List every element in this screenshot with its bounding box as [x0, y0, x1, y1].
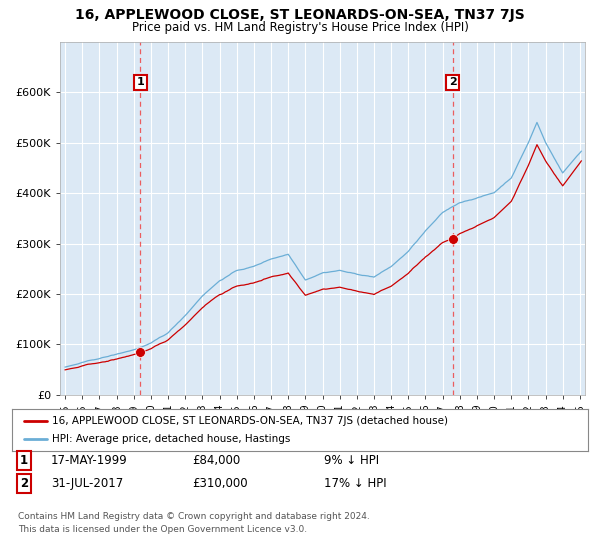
- Text: £310,000: £310,000: [192, 477, 248, 490]
- Text: £84,000: £84,000: [192, 454, 240, 467]
- Text: 16, APPLEWOOD CLOSE, ST LEONARDS-ON-SEA, TN37 7JS (detached house): 16, APPLEWOOD CLOSE, ST LEONARDS-ON-SEA,…: [52, 416, 448, 426]
- Point: [136, 348, 145, 357]
- Text: HPI: Average price, detached house, Hastings: HPI: Average price, detached house, Hast…: [52, 434, 290, 444]
- Text: 2: 2: [449, 77, 457, 87]
- Text: 16, APPLEWOOD CLOSE, ST LEONARDS-ON-SEA, TN37 7JS: 16, APPLEWOOD CLOSE, ST LEONARDS-ON-SEA,…: [75, 8, 525, 22]
- Text: This data is licensed under the Open Government Licence v3.0.: This data is licensed under the Open Gov…: [18, 525, 307, 534]
- Text: 1: 1: [136, 77, 144, 87]
- Text: 2: 2: [20, 477, 28, 490]
- Text: 9% ↓ HPI: 9% ↓ HPI: [324, 454, 379, 467]
- Text: Contains HM Land Registry data © Crown copyright and database right 2024.: Contains HM Land Registry data © Crown c…: [18, 512, 370, 521]
- Text: 1: 1: [20, 454, 28, 467]
- Text: 17% ↓ HPI: 17% ↓ HPI: [324, 477, 386, 490]
- Point: [448, 234, 457, 243]
- Text: Price paid vs. HM Land Registry's House Price Index (HPI): Price paid vs. HM Land Registry's House …: [131, 21, 469, 34]
- Text: 31-JUL-2017: 31-JUL-2017: [51, 477, 123, 490]
- Text: 17-MAY-1999: 17-MAY-1999: [51, 454, 128, 467]
